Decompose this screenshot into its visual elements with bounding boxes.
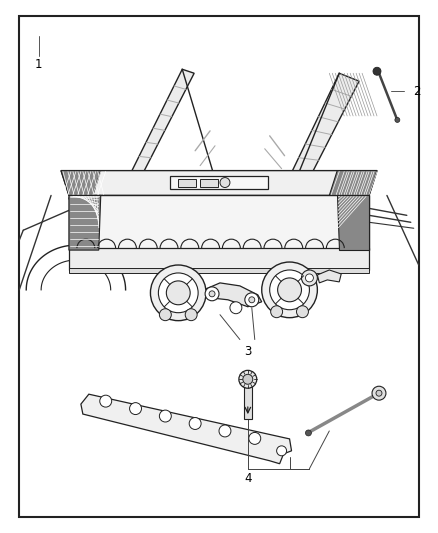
Circle shape [249, 297, 255, 303]
Polygon shape [81, 394, 292, 464]
Circle shape [243, 374, 253, 384]
Polygon shape [206, 283, 262, 307]
Circle shape [301, 270, 318, 286]
Circle shape [159, 410, 171, 422]
Circle shape [219, 425, 231, 437]
Circle shape [262, 262, 318, 318]
Circle shape [159, 273, 198, 313]
Polygon shape [329, 171, 377, 196]
Circle shape [395, 117, 400, 123]
Polygon shape [69, 196, 101, 250]
Polygon shape [61, 171, 377, 196]
Bar [244, 387, 252, 419]
Circle shape [239, 370, 257, 388]
Circle shape [373, 67, 381, 75]
Circle shape [271, 306, 283, 318]
Polygon shape [279, 73, 359, 197]
Bar [69, 196, 369, 250]
Circle shape [230, 302, 242, 314]
Polygon shape [318, 270, 341, 283]
Bar [178, 179, 196, 187]
Text: 2: 2 [413, 85, 420, 98]
Circle shape [209, 291, 215, 297]
Bar [69, 268, 369, 273]
Circle shape [189, 417, 201, 430]
Text: 4: 4 [244, 472, 251, 485]
Circle shape [278, 278, 301, 302]
Bar [69, 248, 369, 270]
Circle shape [185, 309, 197, 321]
Circle shape [277, 446, 286, 456]
Circle shape [220, 177, 230, 188]
Circle shape [305, 274, 314, 282]
Circle shape [159, 309, 171, 321]
Circle shape [166, 281, 190, 305]
Circle shape [270, 270, 309, 310]
Bar [170, 175, 268, 190]
Circle shape [205, 287, 219, 301]
Circle shape [305, 430, 311, 436]
Circle shape [130, 402, 141, 415]
Circle shape [376, 390, 382, 396]
Circle shape [249, 432, 261, 445]
Circle shape [245, 293, 259, 307]
Polygon shape [119, 69, 194, 197]
Circle shape [297, 306, 308, 318]
Circle shape [372, 386, 386, 400]
Bar [200, 179, 218, 187]
Circle shape [150, 265, 206, 321]
Polygon shape [337, 196, 369, 250]
Text: 3: 3 [244, 345, 251, 358]
Circle shape [100, 395, 112, 407]
Polygon shape [61, 171, 101, 196]
Text: 1: 1 [35, 58, 42, 71]
